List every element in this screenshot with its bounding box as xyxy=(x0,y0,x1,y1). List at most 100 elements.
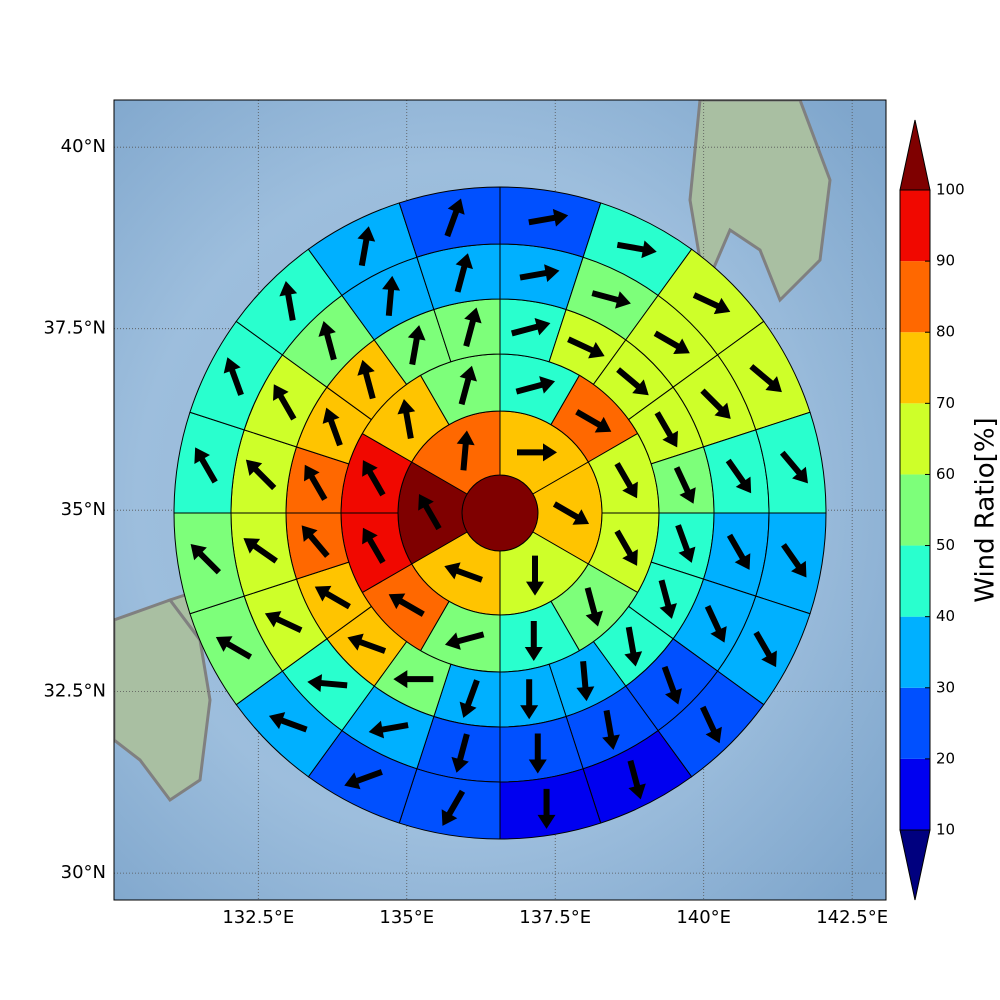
wind-arrow xyxy=(357,226,376,267)
wind-arrow xyxy=(454,253,473,293)
wind-arrow xyxy=(444,631,485,650)
y-tick-label: 32.5°N xyxy=(43,681,106,702)
colorbar-tick-label: 100 xyxy=(936,181,965,199)
wind-arrow xyxy=(223,357,244,396)
colorbar-band xyxy=(900,403,930,475)
wind-arrow xyxy=(304,464,328,501)
wind-arrow xyxy=(726,533,751,570)
wind-arrow xyxy=(444,198,465,238)
colorbar-outline xyxy=(899,189,931,831)
wind-arrow xyxy=(673,466,696,504)
y-tick-label: 35°N xyxy=(61,499,106,520)
colorbar-band xyxy=(900,261,930,333)
colorbar-band xyxy=(900,758,930,830)
wind-arrow xyxy=(753,630,777,668)
wind-arrow xyxy=(528,733,547,774)
colorbar-tick-label: 20 xyxy=(936,749,955,767)
colorbar-tick-label: 40 xyxy=(936,607,955,625)
wind-arrow xyxy=(279,280,298,321)
wind-arrow xyxy=(314,585,351,610)
x-tick-label: 135°E xyxy=(379,907,434,928)
wind-arrow xyxy=(517,443,557,462)
land-kyushu xyxy=(114,598,212,803)
wind-arrow xyxy=(318,320,337,361)
wind-arrow xyxy=(658,579,677,619)
wind-arrow xyxy=(322,407,343,447)
colorbar-tick-label: 50 xyxy=(936,536,955,554)
wind-arrow xyxy=(444,562,483,583)
basemap xyxy=(114,100,886,900)
wind-arrow xyxy=(520,679,539,720)
wind-arrow xyxy=(779,450,808,484)
wind-arrow xyxy=(273,384,297,421)
wind-arrow xyxy=(393,670,434,689)
wind-arrow xyxy=(190,543,222,575)
wind-arrow xyxy=(661,665,682,705)
wind-arrow xyxy=(362,460,386,497)
wind-arrow xyxy=(456,430,475,471)
y-tick-label: 37.5°N xyxy=(43,318,106,339)
wind-arrow xyxy=(524,621,543,662)
wind-arrow xyxy=(552,501,590,525)
wind-arrow xyxy=(653,330,690,355)
y-tick-label: 30°N xyxy=(61,862,106,883)
colorbar-label: Wind Ratio[%] xyxy=(971,417,1000,602)
wind-arrow xyxy=(407,325,426,366)
wind-arrow xyxy=(382,275,401,317)
wind-arrow xyxy=(347,633,387,654)
wind-arrow xyxy=(700,388,731,419)
wind-arrow xyxy=(388,593,425,617)
wind-arrow xyxy=(194,447,218,484)
colorbar-band xyxy=(900,545,930,617)
wind-arrow xyxy=(614,529,638,566)
wind-arrow xyxy=(463,307,482,347)
map-frame xyxy=(113,99,887,901)
colorbar-band xyxy=(900,474,930,546)
wind-arrow xyxy=(614,462,638,499)
wind-arrow xyxy=(692,292,731,315)
wind-arrow xyxy=(537,788,556,829)
x-tick-label: 142.5°E xyxy=(816,907,888,928)
wind-arrow xyxy=(245,459,277,491)
wind-arrow xyxy=(528,208,569,227)
colorbar-band xyxy=(900,687,930,759)
colorbar-tick-label: 90 xyxy=(936,252,955,270)
wind-arrow xyxy=(362,527,386,564)
wind-arrow xyxy=(627,759,646,800)
wind-arrow xyxy=(458,365,477,406)
wind-arrow xyxy=(602,709,620,750)
wind-arrow xyxy=(307,674,348,693)
colorbar-tick-label: 80 xyxy=(936,323,955,341)
wind-arrow xyxy=(654,411,678,448)
wind-arrow xyxy=(243,538,278,564)
wind-arrow xyxy=(675,524,696,563)
wind-arrow xyxy=(575,409,612,433)
colorbar: 10 20 30 40 50 60 70 80 90 100 xyxy=(899,119,965,901)
wind-arrow xyxy=(519,264,560,282)
colorbar-tick-label: 60 xyxy=(936,465,955,483)
wind-arrow xyxy=(725,458,752,494)
colorbar-tick-label: 70 xyxy=(936,394,955,412)
wind-arrow xyxy=(368,720,409,739)
wind-arrow xyxy=(459,679,480,718)
colorbar-band xyxy=(900,332,930,404)
wind-arrow xyxy=(749,364,782,393)
colorbar-band xyxy=(900,616,930,688)
wind-arrow xyxy=(616,367,649,396)
y-tick-label: 40°N xyxy=(61,136,106,157)
wind-arrow xyxy=(264,611,303,633)
colorbar-tick-label: 10 xyxy=(936,821,955,839)
colorbar-extend-bottom xyxy=(899,829,931,901)
wind-arrow xyxy=(511,318,551,337)
wind-arrow xyxy=(526,555,544,596)
wind-arrow xyxy=(397,399,416,439)
x-tick-label: 132.5°E xyxy=(222,907,294,928)
wind-arrow xyxy=(301,525,330,558)
colorbar-extend-top xyxy=(899,119,931,191)
wind-arrow xyxy=(515,376,556,395)
wind-arrow xyxy=(624,626,643,667)
colorbar-tick-label: 30 xyxy=(936,678,955,696)
wind-arrow xyxy=(584,587,604,627)
wind-arrow xyxy=(441,789,466,826)
